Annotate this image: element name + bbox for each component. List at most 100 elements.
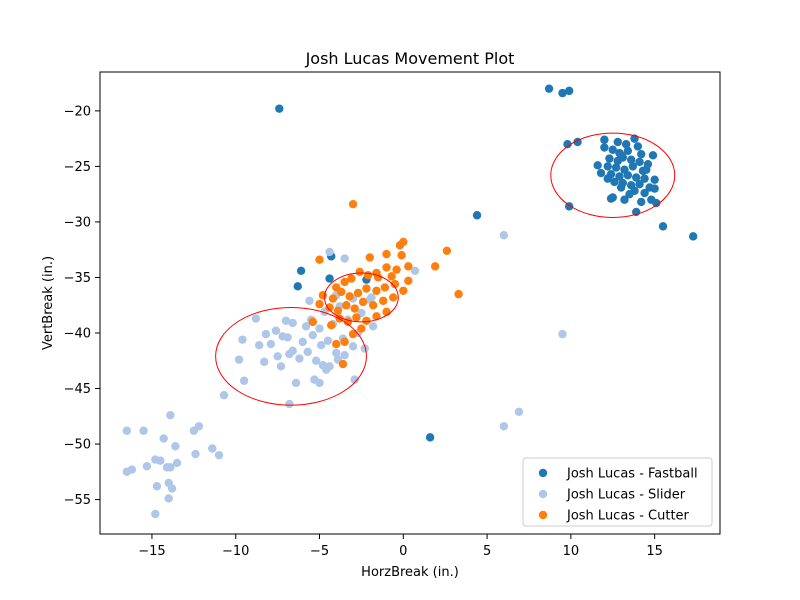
legend-marker-josh-lucas-fastball — [539, 469, 547, 477]
point-josh-lucas-slider-74 — [558, 330, 566, 338]
x-tick-label: −5 — [310, 544, 329, 559]
point-josh-lucas-fastball-8 — [614, 138, 622, 146]
point-josh-lucas-fastball-65 — [604, 174, 612, 182]
point-josh-lucas-fastball-2 — [565, 87, 573, 95]
legend-marker-josh-lucas-slider — [539, 490, 547, 498]
point-josh-lucas-fastball-38 — [635, 180, 643, 188]
point-josh-lucas-slider-50 — [324, 337, 332, 345]
point-josh-lucas-fastball-46 — [637, 198, 645, 206]
point-josh-lucas-cutter-26 — [329, 294, 337, 302]
point-josh-lucas-cutter-40 — [362, 317, 370, 325]
point-josh-lucas-fastball-10 — [634, 142, 642, 150]
point-josh-lucas-fastball-6 — [600, 136, 608, 144]
point-josh-lucas-slider-32 — [272, 327, 280, 335]
point-josh-lucas-cutter-48 — [332, 340, 340, 348]
point-josh-lucas-fastball-24 — [612, 163, 620, 171]
point-josh-lucas-cutter-21 — [372, 287, 380, 295]
point-josh-lucas-slider-43 — [304, 348, 312, 356]
point-josh-lucas-cutter-49 — [339, 360, 347, 368]
y-tick-label: −50 — [64, 438, 91, 453]
point-josh-lucas-slider-33 — [273, 352, 281, 360]
point-josh-lucas-slider-21 — [165, 494, 173, 502]
y-tick-label: −40 — [64, 326, 91, 341]
point-josh-lucas-fastball-34 — [650, 176, 658, 184]
point-josh-lucas-slider-66 — [315, 379, 323, 387]
point-josh-lucas-fastball-31 — [624, 171, 632, 179]
point-josh-lucas-slider-82 — [319, 361, 327, 369]
point-josh-lucas-cutter-11 — [382, 263, 390, 271]
point-josh-lucas-slider-14 — [166, 463, 174, 471]
point-josh-lucas-slider-77 — [367, 293, 375, 301]
point-josh-lucas-slider-6 — [171, 442, 179, 450]
point-josh-lucas-fastball-16 — [605, 154, 613, 162]
point-josh-lucas-fastball-23 — [604, 162, 612, 170]
point-josh-lucas-slider-0 — [123, 427, 131, 435]
point-josh-lucas-cutter-32 — [359, 298, 367, 306]
point-josh-lucas-slider-29 — [260, 358, 268, 366]
point-josh-lucas-slider-27 — [252, 314, 260, 322]
point-josh-lucas-slider-4 — [166, 411, 174, 419]
point-josh-lucas-fastball-3 — [275, 104, 283, 112]
point-josh-lucas-cutter-33 — [351, 304, 359, 312]
point-josh-lucas-cutter-7 — [443, 247, 451, 255]
point-josh-lucas-cutter-30 — [379, 297, 387, 305]
point-josh-lucas-slider-3 — [190, 427, 198, 435]
point-josh-lucas-cutter-28 — [399, 287, 407, 295]
point-josh-lucas-slider-19 — [153, 482, 161, 490]
point-josh-lucas-slider-12 — [156, 457, 164, 465]
point-josh-lucas-slider-38 — [289, 319, 297, 327]
point-josh-lucas-slider-69 — [325, 248, 333, 256]
point-josh-lucas-slider-75 — [500, 422, 508, 430]
point-josh-lucas-cutter-3 — [397, 251, 405, 259]
point-josh-lucas-cutter-13 — [364, 271, 372, 279]
point-josh-lucas-cutter-0 — [349, 200, 357, 208]
point-josh-lucas-fastball-43 — [650, 184, 658, 192]
point-josh-lucas-slider-20 — [168, 484, 176, 492]
point-josh-lucas-slider-1 — [139, 427, 147, 435]
x-tick-label: −10 — [222, 544, 249, 559]
point-josh-lucas-fastball-62 — [617, 151, 625, 159]
point-josh-lucas-fastball-58 — [325, 274, 333, 282]
x-tick-label: 10 — [563, 544, 580, 559]
point-josh-lucas-slider-25 — [238, 335, 246, 343]
point-josh-lucas-cutter-51 — [309, 318, 317, 326]
point-josh-lucas-fastball-53 — [689, 232, 697, 240]
point-josh-lucas-slider-64 — [369, 322, 377, 330]
point-josh-lucas-cutter-24 — [345, 292, 353, 300]
point-josh-lucas-cutter-31 — [369, 301, 377, 309]
point-josh-lucas-fastball-60 — [426, 433, 434, 441]
x-axis-label: HorzBreak (in.) — [361, 565, 459, 580]
point-josh-lucas-slider-23 — [220, 391, 228, 399]
point-josh-lucas-cutter-47 — [340, 338, 348, 346]
point-josh-lucas-cutter-10 — [392, 265, 400, 273]
point-josh-lucas-slider-39 — [292, 379, 300, 387]
point-josh-lucas-fastball-54 — [473, 211, 481, 219]
point-josh-lucas-slider-80 — [289, 347, 297, 355]
point-josh-lucas-cutter-29 — [389, 293, 397, 301]
legend-label-josh-lucas-slider: Josh Lucas - Slider — [566, 488, 686, 503]
y-tick-label: −35 — [64, 271, 91, 286]
point-josh-lucas-slider-76 — [515, 408, 523, 416]
point-josh-lucas-fastball-42 — [640, 189, 648, 197]
point-josh-lucas-slider-28 — [255, 341, 263, 349]
point-josh-lucas-slider-24 — [235, 355, 243, 363]
point-josh-lucas-slider-70 — [340, 254, 348, 262]
point-josh-lucas-slider-31 — [267, 340, 275, 348]
y-axis-label: VertBreak (in.) — [41, 256, 56, 350]
x-tick-label: 5 — [483, 544, 491, 559]
legend: Josh Lucas - Fastball Josh Lucas - Slider… — [523, 458, 712, 526]
x-tick-label: −15 — [138, 544, 165, 559]
legend-label-josh-lucas-cutter: Josh Lucas - Cutter — [566, 509, 690, 524]
point-josh-lucas-slider-7 — [208, 444, 216, 452]
point-josh-lucas-cutter-4 — [382, 250, 390, 258]
point-josh-lucas-fastball-15 — [649, 151, 657, 159]
chart-title: Josh Lucas Movement Plot — [305, 49, 515, 68]
point-josh-lucas-fastball-63 — [642, 166, 650, 174]
legend-marker-josh-lucas-cutter — [539, 511, 547, 519]
point-josh-lucas-slider-34 — [277, 362, 285, 370]
point-josh-lucas-fastball-26 — [629, 162, 637, 170]
point-josh-lucas-cutter-34 — [342, 301, 350, 309]
point-josh-lucas-cutter-44 — [327, 321, 335, 329]
legend-label-josh-lucas-fastball: Josh Lucas - Fastball — [566, 467, 698, 482]
